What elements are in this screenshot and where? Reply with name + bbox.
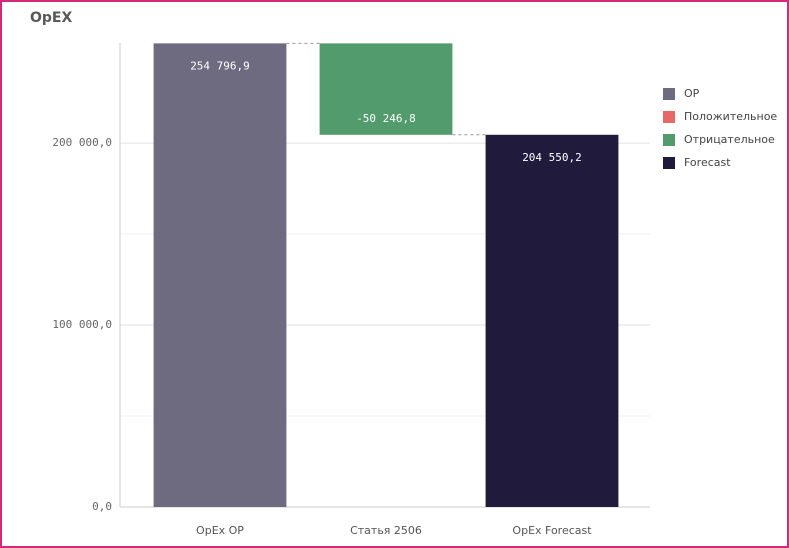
legend-label: Forecast bbox=[684, 156, 731, 169]
legend-swatch bbox=[663, 88, 675, 100]
bar bbox=[319, 43, 453, 135]
bar bbox=[485, 134, 619, 507]
y-tick-label: 100 000,0 bbox=[52, 318, 112, 331]
x-tick-label: Статья 2506 bbox=[350, 524, 422, 537]
chart-title: OpEX bbox=[30, 10, 72, 26]
x-tick-label: OpEx OP bbox=[196, 524, 244, 537]
bar bbox=[153, 43, 287, 507]
legend-label: OP bbox=[684, 87, 700, 100]
legend-label: Положительное bbox=[684, 110, 777, 123]
value-label: 204 550,2 bbox=[522, 151, 582, 164]
x-tick-label: OpEx Forecast bbox=[512, 524, 592, 537]
legend-swatch bbox=[663, 134, 675, 146]
y-tick-label: 0,0 bbox=[92, 500, 112, 513]
legend-label: Отрицательное bbox=[684, 133, 775, 146]
value-label: 254 796,9 bbox=[190, 59, 250, 72]
legend-swatch bbox=[663, 111, 675, 123]
value-label: -50 246,8 bbox=[356, 112, 416, 125]
y-tick-label: 200 000,0 bbox=[52, 136, 112, 149]
legend-swatch bbox=[663, 157, 675, 169]
